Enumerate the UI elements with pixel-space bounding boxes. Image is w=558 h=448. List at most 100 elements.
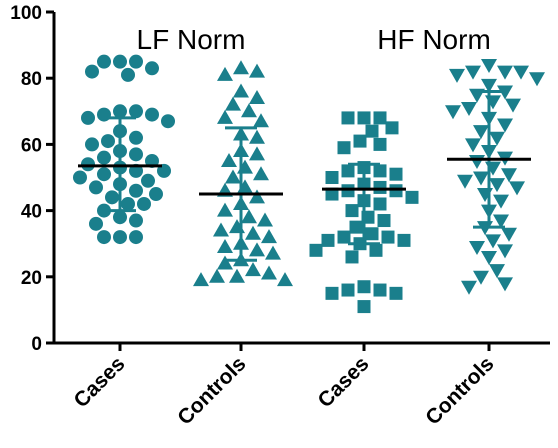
data-point-group-3 (377, 214, 391, 228)
y-tick-label: 100 (10, 3, 42, 24)
data-point-group-4 (465, 65, 481, 80)
data-point-group-3 (357, 300, 371, 314)
data-point-group-1 (97, 167, 111, 182)
data-point-group-2 (249, 63, 265, 78)
data-point-group-2 (233, 60, 249, 75)
data-point-group-1 (105, 190, 119, 205)
data-point-group-1 (101, 134, 115, 149)
data-point-group-4 (473, 171, 489, 186)
data-point-group-3 (385, 121, 399, 135)
data-point-group-3 (349, 220, 363, 234)
data-point-group-3 (373, 164, 387, 178)
data-point-group-4 (513, 65, 529, 80)
data-point-group-3 (389, 167, 403, 181)
data-point-group-1 (145, 107, 159, 122)
data-point-group-4 (489, 131, 505, 146)
data-point-group-4 (529, 72, 545, 87)
data-point-group-2 (249, 90, 265, 105)
data-point-group-2 (245, 225, 261, 240)
data-point-group-2 (237, 159, 253, 174)
data-point-group-3 (345, 250, 359, 264)
data-point-group-1 (89, 180, 103, 195)
data-point-group-3 (357, 280, 371, 294)
data-point-group-1 (113, 104, 127, 119)
data-point-group-3 (389, 184, 403, 198)
data-point-group-2 (249, 129, 265, 144)
data-point-group-4 (469, 154, 485, 169)
y-tick-label: 60 (21, 135, 42, 156)
data-point-group-4 (497, 277, 513, 292)
data-point-group-4 (489, 178, 505, 193)
data-point-group-3 (397, 233, 411, 247)
data-point-group-2 (209, 268, 225, 283)
data-point-group-3 (341, 164, 355, 178)
data-point-group-3 (405, 190, 419, 204)
data-point-group-1 (129, 54, 143, 69)
data-point-group-2 (225, 96, 241, 111)
data-point-group-2 (249, 189, 265, 204)
data-point-group-3 (337, 141, 351, 155)
data-point-group-1 (145, 61, 159, 76)
data-point-group-2 (221, 152, 237, 167)
data-point-group-3 (381, 230, 395, 244)
data-point-group-1 (129, 230, 143, 245)
data-point-group-1 (113, 230, 127, 245)
data-point-group-2 (261, 265, 277, 280)
data-point-group-1 (141, 173, 155, 188)
data-point-group-4 (461, 101, 477, 116)
data-point-group-1 (121, 67, 135, 82)
data-point-group-4 (473, 270, 489, 285)
data-point-group-4 (485, 95, 501, 110)
data-point-group-4 (493, 194, 509, 209)
data-point-group-4 (501, 227, 517, 242)
y-tick-label: 20 (21, 268, 42, 289)
data-point-group-2 (241, 209, 257, 224)
x-category-label: Cases (314, 352, 374, 412)
data-point-group-3 (373, 180, 387, 194)
data-point-group-2 (217, 255, 233, 270)
data-point-group-2 (257, 212, 273, 227)
data-point-group-4 (497, 118, 513, 133)
data-point-group-3 (341, 111, 355, 125)
data-point-group-1 (81, 157, 95, 172)
data-point-group-1 (89, 216, 103, 231)
data-point-group-4 (489, 264, 505, 279)
data-point-group-4 (485, 234, 501, 249)
data-point-group-1 (137, 196, 151, 211)
annotation-lf-norm: LF Norm (137, 24, 246, 55)
data-point-group-3 (373, 137, 387, 151)
data-point-group-2 (253, 113, 269, 128)
data-point-group-2 (277, 272, 293, 287)
data-point-group-2 (233, 83, 249, 98)
x-category-label: Cases (70, 352, 130, 412)
data-point-group-3 (353, 134, 367, 148)
data-point-group-4 (461, 280, 477, 295)
data-point-group-3 (373, 283, 387, 297)
data-point-group-2 (229, 268, 245, 283)
data-point-group-2 (245, 262, 261, 277)
annotation-hf-norm: HF Norm (377, 24, 491, 55)
data-point-group-4 (509, 181, 525, 196)
data-point-group-1 (121, 196, 135, 211)
data-point-group-4 (477, 188, 493, 203)
data-point-group-3 (389, 286, 403, 300)
data-point-group-1 (97, 150, 111, 165)
data-point-group-3 (325, 171, 339, 184)
data-point-group-3 (337, 230, 351, 244)
data-point-group-4 (457, 174, 473, 189)
data-point-group-3 (357, 111, 371, 125)
data-point-group-3 (369, 243, 383, 257)
data-point-group-2 (249, 242, 265, 257)
data-point-group-2 (225, 169, 241, 184)
y-tick-label: 80 (21, 69, 42, 90)
data-point-group-2 (217, 239, 233, 254)
data-point-group-3 (325, 187, 339, 201)
data-point-group-1 (129, 104, 143, 119)
y-tick-label: 40 (21, 202, 42, 223)
data-point-group-2 (249, 146, 265, 161)
data-point-group-2 (241, 103, 257, 118)
data-point-group-4 (465, 138, 481, 153)
data-point-group-1 (97, 230, 111, 245)
data-point-group-3 (373, 111, 387, 125)
